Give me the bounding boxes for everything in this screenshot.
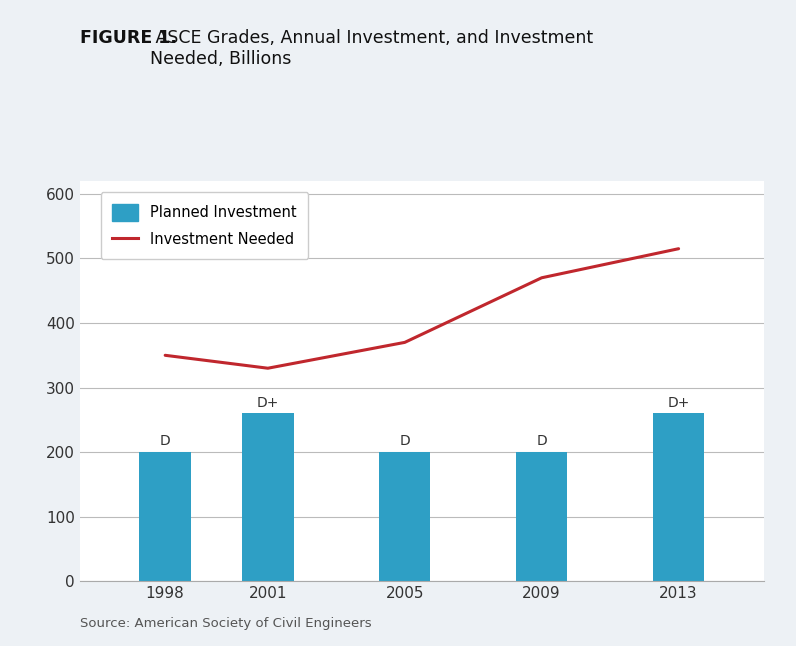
Text: D: D	[400, 434, 410, 448]
Text: D: D	[160, 434, 170, 448]
Legend: Planned Investment, Investment Needed: Planned Investment, Investment Needed	[100, 192, 309, 260]
Bar	[379, 452, 431, 581]
Bar	[516, 452, 568, 581]
Text: D+: D+	[667, 395, 690, 410]
Bar	[653, 413, 704, 581]
Text: D: D	[537, 434, 547, 448]
Bar	[139, 452, 191, 581]
Text: D+: D+	[256, 395, 279, 410]
Text: ASCE Grades, Annual Investment, and Investment
Needed, Billions: ASCE Grades, Annual Investment, and Inve…	[150, 29, 593, 68]
Bar	[242, 413, 294, 581]
Text: FIGURE 1.: FIGURE 1.	[80, 29, 177, 47]
Text: Source: American Society of Civil Engineers: Source: American Society of Civil Engine…	[80, 617, 371, 630]
